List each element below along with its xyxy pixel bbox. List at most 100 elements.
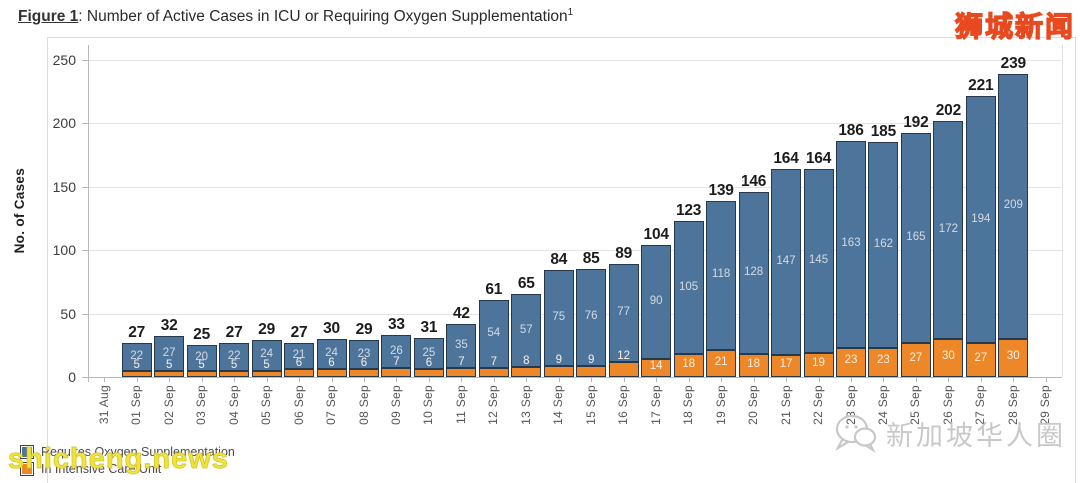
y-axis-tick — [82, 377, 88, 378]
bar-icu-segment — [381, 368, 412, 377]
bar-oxygen-segment — [381, 335, 412, 369]
icu-value-label: 18 — [682, 357, 695, 370]
x-tick-label: 11 Sep — [453, 385, 468, 424]
bar-icu-segment — [803, 352, 834, 377]
x-axis-tick — [656, 378, 658, 382]
icu-value-label: 19 — [812, 356, 825, 369]
y-axis-tick — [82, 59, 88, 61]
x-tick-label: 15 Sep — [583, 385, 598, 425]
gridline — [88, 250, 1062, 251]
x-axis-tick — [980, 378, 982, 382]
bar-oxygen-segment — [998, 73, 1029, 339]
bar-total-label: 61 — [485, 280, 503, 298]
bar-oxygen-segment — [284, 342, 314, 370]
icu-value-label: 6 — [328, 357, 335, 370]
oxygen-value-label: 75 — [552, 310, 566, 323]
icu-value-label: 21 — [714, 355, 728, 368]
oxygen-value-label: 20 — [195, 350, 208, 363]
icu-value-label: 7 — [458, 356, 465, 369]
bar-icu-segment — [706, 350, 737, 377]
bar-icu-segment — [154, 370, 185, 377]
icu-value-label: 5 — [230, 358, 238, 371]
icu-value-label: 8 — [523, 354, 530, 367]
bar-icu-segment — [511, 366, 542, 377]
icu-value-label: 6 — [425, 357, 433, 370]
icu-value-label: 27 — [974, 351, 988, 364]
bar-total-label: 164 — [773, 149, 799, 167]
bar-total-label: 146 — [740, 172, 767, 190]
bar-icu-segment — [316, 369, 347, 377]
x-axis-tick — [396, 378, 398, 382]
bar-oxygen-segment — [446, 323, 477, 369]
bar-oxygen-segment — [121, 342, 152, 371]
x-axis-tick — [461, 378, 463, 382]
icu-value-label: 5 — [133, 358, 140, 371]
bar-icu-segment — [641, 359, 672, 377]
bar-total-label: 104 — [643, 225, 669, 243]
x-axis-tick — [201, 378, 203, 382]
icu-value-label: 5 — [198, 358, 205, 371]
x-axis-tick — [266, 378, 268, 382]
bar-oxygen-segment — [836, 140, 866, 348]
bar-total-label: 31 — [420, 318, 438, 336]
y-axis-line — [88, 45, 89, 382]
x-tick-label: 04 Sep — [226, 385, 241, 425]
y-tick-label: 250 — [52, 51, 76, 68]
oxygen-value-label: 21 — [292, 349, 306, 361]
bar-total-label: 185 — [870, 123, 897, 141]
icu-value-label: 5 — [165, 358, 173, 371]
x-axis-tick — [883, 378, 885, 382]
y-tick-label: 50 — [60, 305, 76, 322]
bar-icu-segment — [836, 347, 866, 377]
x-tick-label: 16 Sep — [616, 385, 631, 425]
bar-total-label: 27 — [128, 323, 146, 341]
icu-value-label: 23 — [844, 354, 858, 367]
x-tick-label: 17 Sep — [648, 385, 663, 425]
bar-total-label: 139 — [708, 181, 734, 199]
x-tick-label: 20 Sep — [746, 385, 761, 425]
bar-icu-segment — [121, 370, 152, 377]
icu-value-label: 14 — [649, 360, 663, 373]
bar-oxygen-segment — [576, 269, 607, 366]
bar-icu-segment — [900, 342, 931, 377]
x-axis-tick — [818, 378, 820, 382]
bar-oxygen-segment — [186, 345, 217, 371]
bar-icu-segment — [576, 365, 607, 377]
icu-value-label: 5 — [263, 358, 270, 371]
legend-item: In Intensive Care Unit — [20, 461, 235, 477]
bar-oxygen-segment — [868, 142, 899, 348]
bar-total-label: 29 — [355, 321, 373, 339]
y-axis-tick — [82, 186, 88, 188]
x-axis-tick — [851, 378, 852, 382]
x-axis-tick — [753, 378, 755, 382]
gridline — [88, 186, 1062, 188]
x-axis-tick — [169, 378, 171, 382]
bar-total-label: 33 — [387, 316, 405, 334]
x-tick-label: 05 Sep — [259, 385, 274, 425]
bar-oxygen-segment — [154, 336, 185, 371]
icu-value-label: 7 — [393, 356, 400, 369]
bar-total-label: 27 — [225, 323, 243, 341]
x-axis-tick — [493, 378, 495, 382]
oxygen-value-label: 23 — [357, 347, 371, 360]
y-axis-tick — [82, 250, 88, 251]
x-axis-tick — [558, 378, 560, 382]
bar-total-label: 25 — [193, 326, 211, 344]
bar-total-label: 192 — [903, 114, 929, 132]
figure-label: Figure 1 — [18, 8, 79, 26]
bar-oxygen-segment — [803, 168, 834, 353]
bar-icu-segment — [186, 370, 217, 377]
oxygen-value-label: 90 — [649, 295, 663, 308]
bar-oxygen-segment — [900, 133, 931, 343]
oxygen-value-label: 163 — [841, 237, 861, 250]
icu-value-label: 6 — [360, 357, 368, 370]
x-tick-label: 02 Sep — [161, 385, 176, 425]
bar-icu-segment — [543, 365, 574, 377]
icu-value-label: 30 — [1006, 349, 1020, 362]
bar-icu-segment — [284, 369, 314, 377]
bar-icu-segment — [413, 369, 444, 377]
x-tick-label: 18 Sep — [681, 385, 696, 425]
oxygen-value-label: 145 — [808, 253, 829, 266]
x-tick-label: 19 Sep — [713, 385, 728, 425]
